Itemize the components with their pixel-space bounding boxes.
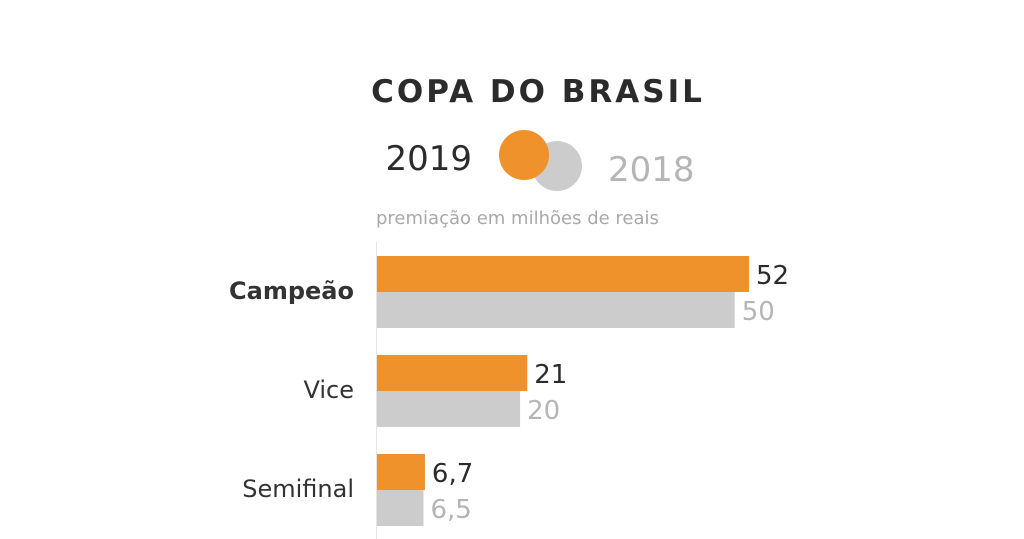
chart-title: COPA DO BRASIL — [371, 74, 705, 110]
bar-2018-campeao — [377, 292, 735, 328]
category-label-campeao: Campeão — [229, 277, 354, 305]
bar-2019-semifinal — [377, 454, 425, 490]
category-label-semifinal: Semifinal — [242, 475, 354, 503]
value-label-2018-semifinal: 6,5 — [431, 495, 472, 525]
bar-2019-campeao — [377, 256, 749, 292]
category-label-vice: Vice — [303, 376, 354, 404]
bar-2018-semifinal — [377, 490, 424, 526]
legend-swatch-2019 — [499, 130, 549, 180]
legend: 2019 2018 — [385, 130, 695, 191]
value-label-2018-vice: 20 — [527, 396, 560, 426]
value-label-2018-campeao: 50 — [742, 297, 775, 327]
value-label-2019-semifinal: 6,7 — [432, 459, 473, 489]
chart-subtitle: premiação em milhões de reais — [376, 208, 659, 229]
value-label-2019-vice: 21 — [534, 360, 567, 390]
bar-2018-vice — [377, 391, 521, 427]
legend-label-2019: 2019 — [385, 139, 472, 179]
value-label-2019-campeao: 52 — [756, 261, 789, 291]
legend-label-2018: 2018 — [608, 150, 695, 190]
bar-2019-vice — [377, 355, 528, 391]
bars-group: Campeão 52 50 Vice 21 20 Semifinal 6,7 6,5 — [229, 256, 789, 526]
